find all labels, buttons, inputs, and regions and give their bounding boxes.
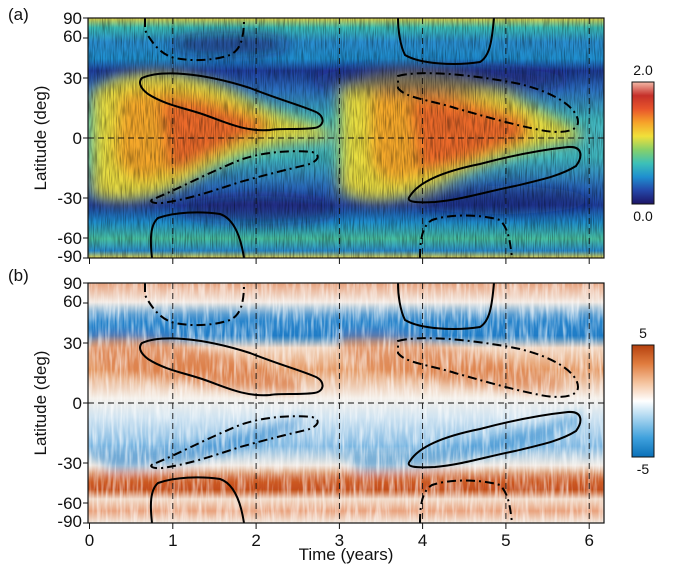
contour-dashdot (150, 150, 319, 205)
panel-a: (a) (8, 5, 655, 266)
panel-b: (b) (8, 266, 655, 564)
colorbar-b-min: -5 (637, 461, 650, 477)
y-axis-b: 90 60 30 0 -30 -60 -90 Latitude (deg) (31, 274, 88, 531)
x-tick-label: 2 (251, 531, 260, 550)
y-tick-label: 30 (63, 69, 82, 88)
x-tick-label: 6 (584, 531, 593, 550)
contour-solid (149, 211, 245, 259)
y-tick-label: 90 (63, 9, 82, 28)
colorbar-a-max: 2.0 (633, 62, 653, 78)
contour-dashdot (419, 214, 513, 259)
contour-dashdot (144, 17, 245, 62)
y-tick-label: -90 (57, 512, 82, 531)
gridlines-b (88, 283, 604, 523)
contour-dashdot (150, 415, 319, 470)
y-tick-label: 60 (63, 27, 82, 46)
x-tick-label: 3 (335, 531, 344, 550)
gridlines-a (88, 18, 604, 258)
colorbar-a: 2.0 0.0 (631, 62, 655, 224)
contour-solid (139, 337, 324, 397)
contour-dashdot (144, 282, 245, 327)
y-tick-label: -30 (57, 454, 82, 473)
colorbar-a-min: 0.0 (633, 208, 653, 224)
contour-solid (139, 72, 324, 132)
y-tick-label: 60 (63, 292, 82, 311)
y-tick-label: -60 (57, 494, 82, 513)
colorbar-b-max: 5 (639, 325, 647, 341)
contour-solid (397, 282, 495, 330)
contour-solid (407, 410, 582, 469)
colorbar-b: 5 -5 (631, 325, 655, 477)
y-axis-a: 90 60 30 0 -30 -60 -90 Latitude (deg) (31, 9, 88, 266)
x-axis-b: 0 1 2 3 4 5 6 Time (years) (85, 523, 594, 564)
y-tick-label: 30 (63, 334, 82, 353)
contour-dashdot (397, 72, 580, 133)
x-ticks-a (89, 258, 590, 264)
y-tick-label: 0 (73, 129, 82, 148)
contours-a (139, 17, 582, 259)
contour-solid (397, 17, 495, 65)
y-tick-label: -30 (57, 189, 82, 208)
x-axis-label: Time (years) (299, 545, 394, 564)
heatmap-a (88, 18, 604, 258)
y-tick-label: 90 (63, 274, 82, 293)
x-tick-label: 1 (168, 531, 177, 550)
contour-solid (149, 476, 245, 524)
contour-dashdot (419, 479, 513, 524)
x-tick-label: 5 (501, 531, 510, 550)
y-tick-label: 0 (73, 394, 82, 413)
y-axis-label: Latitude (deg) (31, 351, 50, 456)
panel-b-label: (b) (8, 266, 29, 285)
x-tick-label: 0 (85, 531, 94, 550)
panel-a-label: (a) (8, 5, 29, 24)
x-tick-label: 4 (418, 531, 427, 550)
contours-b (139, 282, 582, 524)
contour-dashdot (397, 337, 580, 398)
y-tick-label: -60 (57, 229, 82, 248)
contour-solid (407, 145, 582, 204)
y-axis-label: Latitude (deg) (31, 86, 50, 191)
y-tick-label: -90 (57, 247, 82, 266)
